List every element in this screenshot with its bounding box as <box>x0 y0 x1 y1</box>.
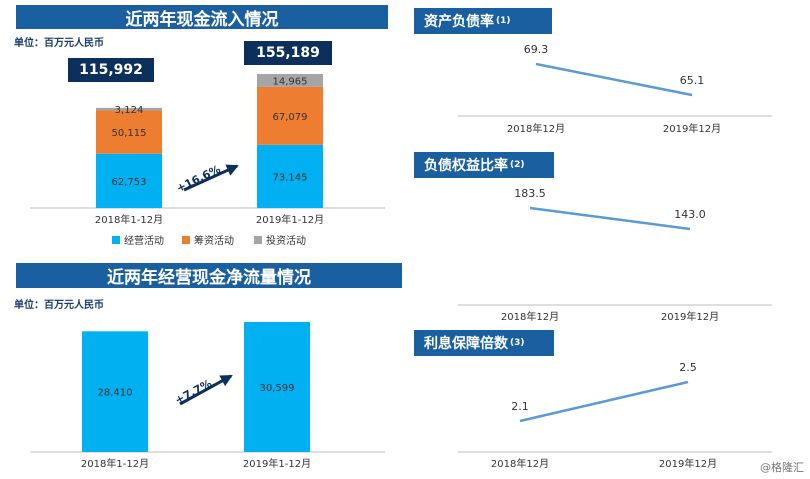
ratio-point-label-0-1: 65.1 <box>680 74 705 87</box>
legend-swatch-2 <box>254 236 262 244</box>
net-operating-bar-0 <box>82 331 148 452</box>
ratio-tag-interest-coverage: 利息保障倍数 (3) <box>414 330 554 356</box>
cash-inflow-growth-label: +16.6% <box>174 163 222 195</box>
net-operating-growth-label: +7.7% <box>173 377 214 407</box>
net-operating-title-banner: 近两年经营现金净流量情况 <box>16 263 402 288</box>
ratio-point-label-0-0: 69.3 <box>524 43 549 56</box>
legend-swatch-0 <box>112 236 120 244</box>
total-2019-label: 155,189 <box>256 45 320 61</box>
ratio-note-debt-asset: (1) <box>496 16 511 26</box>
cash-inflow-bar-label-0-1: 73,145 <box>273 172 308 183</box>
ratio-title-debt-equity: 负债权益比率 <box>424 158 508 174</box>
net-operating-unit: 单位：百万元人民币 <box>14 300 104 311</box>
cash-inflow-category-0: 2018年1-12月 <box>95 213 163 226</box>
ratio-point-label-2-0: 2.1 <box>511 400 529 413</box>
ratio-note-interest-coverage: (3) <box>510 338 525 348</box>
cash-inflow-bar-2-0 <box>96 107 162 111</box>
net-operating-bar-label-1: 30,599 <box>260 383 295 394</box>
ratio-point-label-1-1: 143.0 <box>674 208 706 221</box>
cash-inflow-bar-1-0 <box>96 110 162 154</box>
watermark: @格隆汇 <box>760 461 804 474</box>
ratio-category-1-0: 2018年12月 <box>501 310 559 323</box>
ratio-line-0 <box>535 62 693 97</box>
ratio-tag-debt-asset: 资产负债率 (1) <box>414 8 552 34</box>
legend-label-1: 筹资活动 <box>194 234 234 247</box>
net-operating-title: 近两年经营现金净流量情况 <box>107 268 311 288</box>
legend-label-0: 经营活动 <box>124 234 164 247</box>
ratio-category-2-0: 2018年12月 <box>491 457 549 470</box>
legend-swatch-1 <box>182 236 190 244</box>
legend-label-2: 投资活动 <box>266 234 306 247</box>
cash-inflow-unit: 单位：百万元人民币 <box>14 38 104 49</box>
cash-inflow-title: 近两年现金流入情况 <box>125 9 279 30</box>
ratio-category-0-1: 2019年12月 <box>663 122 721 135</box>
total-2018-label: 115,992 <box>79 62 143 78</box>
ratio-line-1 <box>529 206 691 231</box>
ratio-tag-debt-equity: 负债权益比率 (2) <box>414 152 554 178</box>
ratio-title-interest-coverage: 利息保障倍数 <box>424 336 508 352</box>
cash-inflow-growth-arrow-head <box>225 164 239 176</box>
net-operating-category-0: 2018年1-12月 <box>81 457 149 470</box>
ratio-point-label-2-1: 2.5 <box>679 361 697 374</box>
ratio-title-debt-asset: 资产负债率 <box>424 14 494 30</box>
ratio-point-label-1-0: 183.5 <box>514 187 546 200</box>
cash-inflow-bar-label-1-1: 67,079 <box>273 112 308 123</box>
net-operating-bar-1 <box>244 322 310 452</box>
cash-inflow-bar-0-1 <box>257 144 323 208</box>
cash-inflow-category-1: 2019年1-12月 <box>256 213 324 226</box>
cash-inflow-bar-2-1 <box>257 74 323 87</box>
ratio-category-1-1: 2019年12月 <box>661 310 719 323</box>
ratio-category-0-0: 2018年12月 <box>507 122 565 135</box>
net-operating-category-1: 2019年1-12月 <box>243 457 311 470</box>
cash-inflow-bar-label-2-1: 14,965 <box>273 76 308 87</box>
total-2018-badge: 115,992 <box>68 58 154 82</box>
ratio-category-2-1: 2019年12月 <box>659 457 717 470</box>
cash-inflow-bar-0-0 <box>96 153 162 208</box>
net-operating-growth-arrow-head <box>219 375 233 387</box>
total-2019-badge: 155,189 <box>244 41 332 65</box>
ratio-line-2 <box>519 380 689 423</box>
cash-inflow-bar-1-1 <box>257 86 323 145</box>
net-operating-bar-label-0: 28,410 <box>98 388 133 399</box>
cash-inflow-bar-label-0-0: 62,753 <box>112 177 147 188</box>
ratio-note-debt-equity: (2) <box>510 160 525 170</box>
cash-inflow-title-banner: 近两年现金流入情况 <box>16 5 388 30</box>
cash-inflow-bar-label-2-0: 3,124 <box>115 105 144 116</box>
cash-inflow-bar-label-1-0: 50,115 <box>112 128 147 139</box>
